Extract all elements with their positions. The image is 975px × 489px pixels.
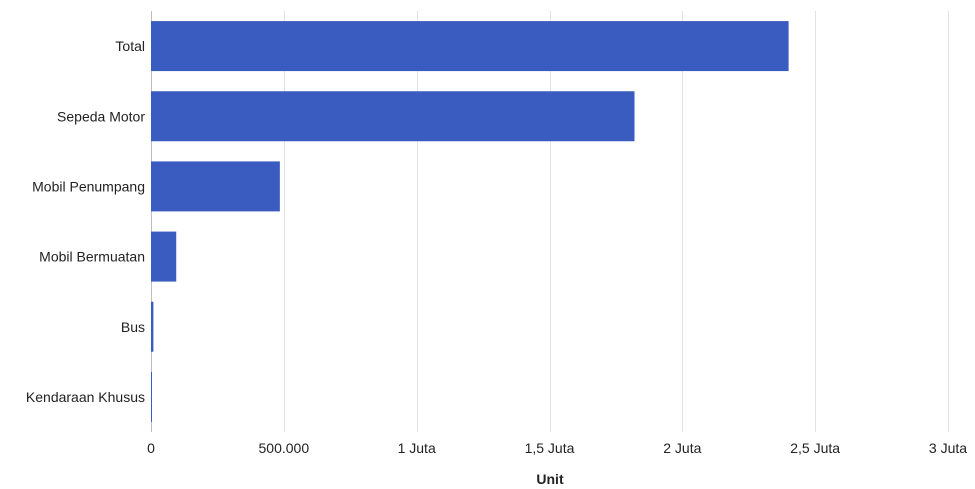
x-tick-labels: 0 500.000 1 Juta 1,5 Juta 2 Juta 2,5 Juta 3 Ju… (147, 440, 967, 456)
bar[interactable] (151, 301, 154, 352)
x-tick-label: 1 Juta (398, 440, 436, 456)
category-label: Kendaraan Khusus (26, 389, 145, 405)
bar[interactable] (151, 371, 152, 422)
category-label: Mobil Bermuatan (39, 249, 145, 265)
category-label: Total (115, 38, 145, 54)
category-label: Sepeda Motor (57, 108, 145, 124)
bar[interactable] (151, 161, 280, 212)
category-labels: Total Sepeda Motor Mobil Penumpang Mobil Be… (26, 38, 145, 405)
x-tick-label: 3 Juta (929, 440, 967, 456)
x-tick-label: 500.000 (259, 440, 310, 456)
x-tick-label: 0 (147, 440, 155, 456)
category-label: Bus (121, 319, 145, 335)
bars (151, 21, 789, 422)
x-tick-label: 2,5 Juta (790, 440, 840, 456)
bar[interactable] (151, 231, 177, 282)
x-tick-label: 1,5 Juta (525, 440, 575, 456)
x-tick-label: 2 Juta (663, 440, 701, 456)
category-label: Mobil Penumpang (32, 178, 145, 194)
bar[interactable] (151, 21, 789, 72)
bar[interactable] (151, 91, 635, 142)
x-axis-title: Unit (536, 471, 564, 487)
gridlines (151, 11, 949, 432)
